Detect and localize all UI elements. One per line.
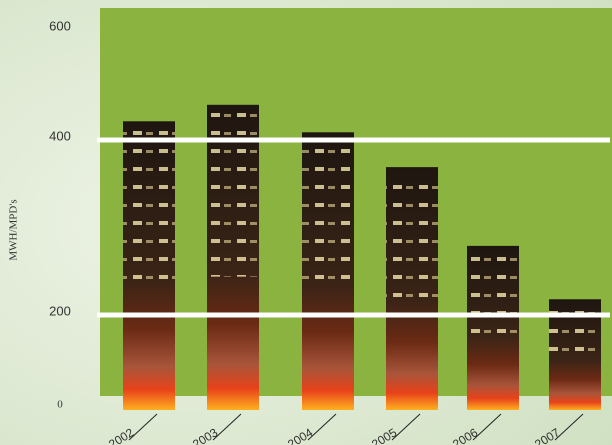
bar-texture (386, 171, 438, 305)
y-tick-label: 600 (49, 18, 71, 33)
y-tick-label: 0 (57, 399, 63, 411)
bar-texture (123, 125, 175, 285)
x-tick-line (554, 413, 584, 441)
plot-area (100, 8, 612, 396)
x-tick-line (128, 413, 158, 441)
x-tick-line (472, 413, 502, 441)
y-tick-label: 400 (49, 128, 71, 143)
x-tick-line (212, 413, 242, 441)
y-tick-label: 200 (49, 303, 71, 318)
x-tick-line (391, 413, 421, 441)
bar-texture (467, 249, 519, 341)
bar-texture (207, 108, 259, 277)
bar-texture (549, 303, 601, 365)
y-axis-label: MWH/MPD's (8, 199, 20, 260)
x-tick-line (307, 413, 337, 441)
bar-texture (302, 136, 354, 290)
